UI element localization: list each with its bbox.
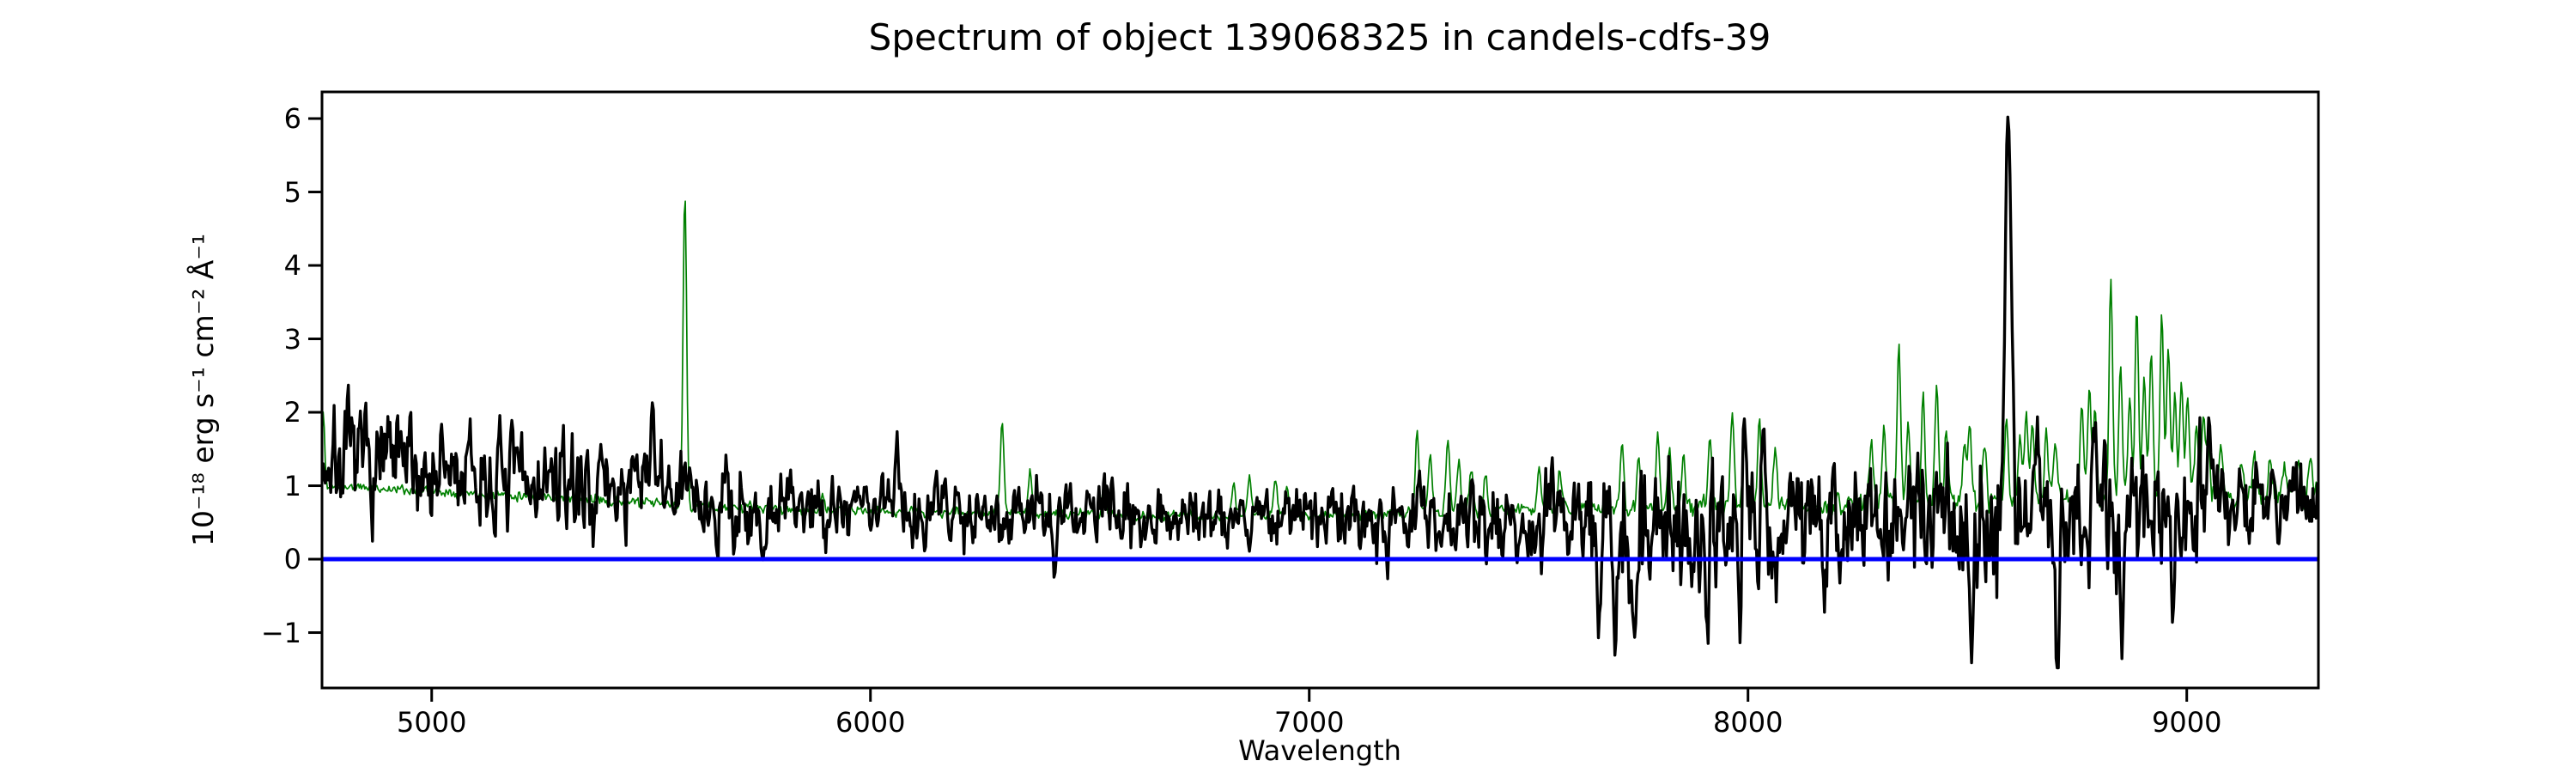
x-tick-label: 8000 — [1712, 706, 1783, 739]
x-tick-label: 6000 — [835, 706, 906, 739]
y-tick-label: 2 — [283, 396, 301, 429]
axes-frame — [320, 90, 2320, 690]
y-tick-label: 5 — [283, 175, 301, 209]
y-tick-label: 3 — [283, 322, 301, 356]
x-tick-label: 9000 — [2151, 706, 2222, 739]
y-tick-label: 4 — [283, 249, 301, 283]
x-axis-label: Wavelength — [1238, 734, 1401, 767]
object-flux-spectrum-line — [322, 115, 2318, 670]
data-layer — [322, 115, 2318, 670]
y-tick-label: −1 — [260, 616, 301, 649]
figure-title: Spectrum of object 139068325 in candels-… — [868, 16, 1771, 58]
y-tick-label: 0 — [283, 543, 301, 576]
y-tick-label: 6 — [283, 102, 301, 136]
x-tick-label: 5000 — [397, 706, 467, 739]
x-tick-label: 7000 — [1274, 706, 1345, 739]
y-tick-label: 1 — [283, 469, 301, 502]
